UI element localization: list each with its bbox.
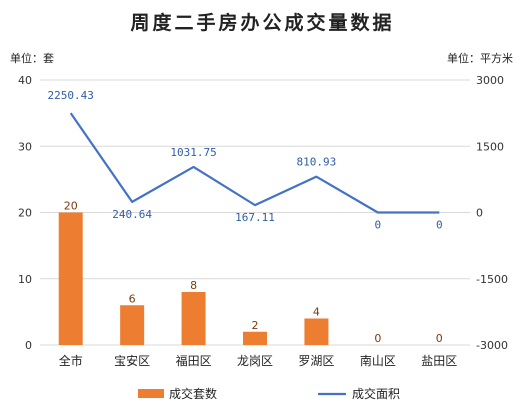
category-label: 福田区 [176, 353, 212, 368]
right-tick-label: 1500 [476, 140, 504, 153]
bar [120, 305, 145, 345]
line-data-label: 0 [375, 219, 382, 232]
line-data-label: 0 [436, 219, 443, 232]
chart-title: 周度二手房办公成交量数据 [130, 12, 395, 34]
right-axis-unit: 单位：平方米 [447, 52, 513, 65]
right-tick-label: -1500 [476, 273, 508, 286]
legend-bar-swatch [138, 389, 164, 398]
category-label: 罗湖区 [298, 353, 334, 368]
line-data-label: 2250.43 [48, 89, 94, 102]
left-tick-label: 10 [18, 273, 32, 286]
line-data-label: 167.11 [235, 211, 275, 224]
category-label: 龙岗区 [237, 354, 273, 368]
bar-data-label: 6 [129, 292, 136, 305]
left-tick-label: 40 [18, 74, 32, 87]
line-data-label: 240.64 [112, 208, 152, 221]
left-axis-unit: 单位：套 [10, 52, 54, 65]
category-label: 全市 [59, 353, 83, 368]
right-tick-label: 3000 [476, 74, 504, 87]
category-label: 宝安区 [114, 353, 150, 368]
legend-line-label: 成交面积 [352, 386, 400, 401]
left-tick-label: 0 [25, 339, 32, 352]
bar-data-label: 8 [190, 279, 197, 292]
bar-data-label: 2 [252, 319, 259, 332]
right-tick-label: 0 [476, 207, 483, 220]
bar [243, 331, 267, 345]
left-tick-label: 20 [18, 207, 32, 220]
category-label: 南山区 [360, 353, 396, 368]
bar [304, 318, 329, 345]
bar-data-label: 0 [374, 332, 381, 345]
line-data-label: 810.93 [297, 156, 337, 169]
line-data-label: 1031.75 [170, 146, 216, 159]
left-tick-label: 30 [18, 140, 32, 153]
series-line [69, 112, 440, 214]
legend-bar-label: 成交套数 [169, 386, 217, 401]
bar-data-label: 20 [64, 200, 78, 213]
bar [58, 212, 83, 345]
category-label: 盐田区 [421, 354, 457, 368]
bar-data-label: 0 [436, 332, 443, 345]
bar [181, 292, 206, 345]
right-tick-label: -3000 [476, 339, 508, 352]
bar-data-label: 4 [313, 306, 320, 319]
